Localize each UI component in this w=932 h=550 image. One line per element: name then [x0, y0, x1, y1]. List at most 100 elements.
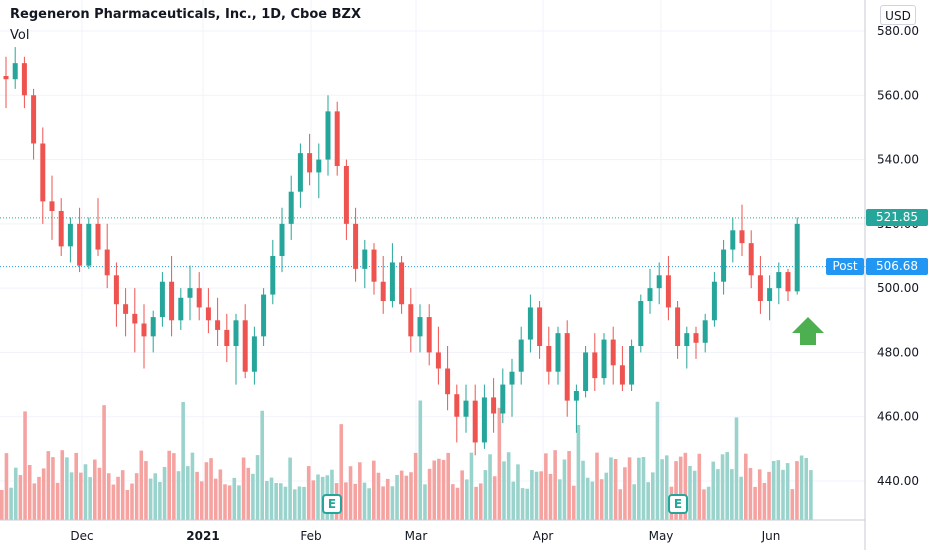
volume-bar [771, 460, 776, 520]
volume-bar [539, 471, 543, 520]
x-tick-label: Dec [70, 529, 93, 543]
candle-body [40, 143, 46, 202]
volume-bar [632, 484, 636, 520]
green-up-arrow-icon [792, 317, 824, 345]
candle-body [178, 297, 184, 321]
volume-bar [162, 466, 167, 520]
volume-bar [609, 457, 613, 520]
volume-bar [97, 467, 102, 520]
candle-body [49, 201, 55, 211]
volume-bar [130, 483, 134, 520]
volume-bar [265, 481, 269, 520]
volume-bar [372, 460, 376, 520]
volume-bar [730, 469, 734, 520]
volume-bar [255, 455, 260, 520]
volume-bar [692, 470, 697, 520]
volume-bar [116, 476, 120, 520]
x-tick-label: May [649, 529, 674, 543]
volume-bar [423, 484, 427, 520]
candle-body [445, 368, 451, 395]
volume-bar [274, 483, 278, 520]
volume-bar [716, 469, 720, 520]
volume-bar [106, 473, 111, 520]
candle-body [721, 249, 727, 282]
candle-body [123, 304, 129, 314]
candle-body [371, 249, 377, 282]
candle-body [95, 223, 101, 250]
volume-bar [627, 457, 632, 520]
volume-bar [139, 450, 144, 520]
volume-bar [409, 472, 413, 520]
candle-body [307, 153, 313, 173]
candle-body [702, 320, 708, 343]
y-tick-label: 580.00 [877, 24, 919, 38]
volume-bar [195, 471, 199, 520]
volume-bar [125, 489, 130, 520]
x-tick-label: 2021 [186, 529, 219, 543]
volume-bar [590, 481, 595, 520]
volume-bar [199, 481, 204, 520]
volume-bar [9, 487, 13, 520]
volume-bar [0, 490, 4, 520]
volume-bar [548, 473, 553, 520]
volume-bar [651, 472, 655, 520]
y-tick-label: 540.00 [877, 153, 919, 167]
candle-body [86, 223, 92, 266]
volume-bar [209, 458, 213, 520]
earnings-badge[interactable]: E [322, 494, 342, 514]
volume-bar [381, 486, 385, 520]
volume-bar [395, 474, 399, 520]
candle-body [159, 281, 165, 318]
volume-bar [260, 410, 264, 520]
chart-grid [0, 0, 865, 520]
volume-bar [18, 475, 23, 520]
volume-bar [418, 400, 423, 520]
volume-bar [581, 460, 585, 520]
volume-bar [306, 466, 311, 520]
volume-bar [511, 481, 516, 520]
volume-bar [492, 476, 497, 520]
volume-label: Vol [10, 28, 30, 43]
volume-bar [46, 451, 51, 520]
candle-body [77, 223, 83, 266]
volume-bar [241, 457, 246, 520]
volume-bar [13, 467, 18, 520]
y-tick-label: 480.00 [877, 345, 919, 359]
volume-bar [404, 475, 409, 520]
candle-body [169, 281, 175, 321]
candle-body [491, 397, 497, 414]
candle-body [647, 288, 653, 301]
volume-bar [795, 461, 799, 520]
volume-bar [469, 452, 474, 520]
post-price-tag: 506.68 [866, 258, 928, 275]
candle-body [730, 230, 736, 250]
volume-bar [362, 482, 367, 520]
volume-bar [288, 457, 292, 520]
candle-body [31, 95, 37, 144]
volume-bar [153, 473, 158, 520]
candle-body [353, 223, 359, 269]
volume-bar [316, 474, 320, 520]
volume-bars [0, 400, 813, 520]
earnings-badge[interactable]: E [668, 494, 688, 514]
volume-bar [785, 463, 790, 520]
volume-bar [311, 480, 316, 520]
volume-bar [460, 470, 464, 520]
volume-bar [776, 460, 781, 520]
candle-body [242, 320, 248, 372]
volume-bar [655, 401, 660, 520]
volume-bar [55, 482, 60, 520]
volume-bar [618, 489, 623, 520]
volume-bar [744, 453, 748, 520]
currency-button[interactable]: USD [880, 5, 916, 25]
candle-body [500, 384, 506, 414]
candle-body [592, 352, 598, 379]
volume-bar [483, 470, 488, 520]
candle-body [629, 346, 635, 385]
volume-bar [427, 468, 432, 520]
candle-body [270, 256, 276, 295]
candle-body [343, 166, 349, 224]
candle-body [196, 288, 202, 308]
